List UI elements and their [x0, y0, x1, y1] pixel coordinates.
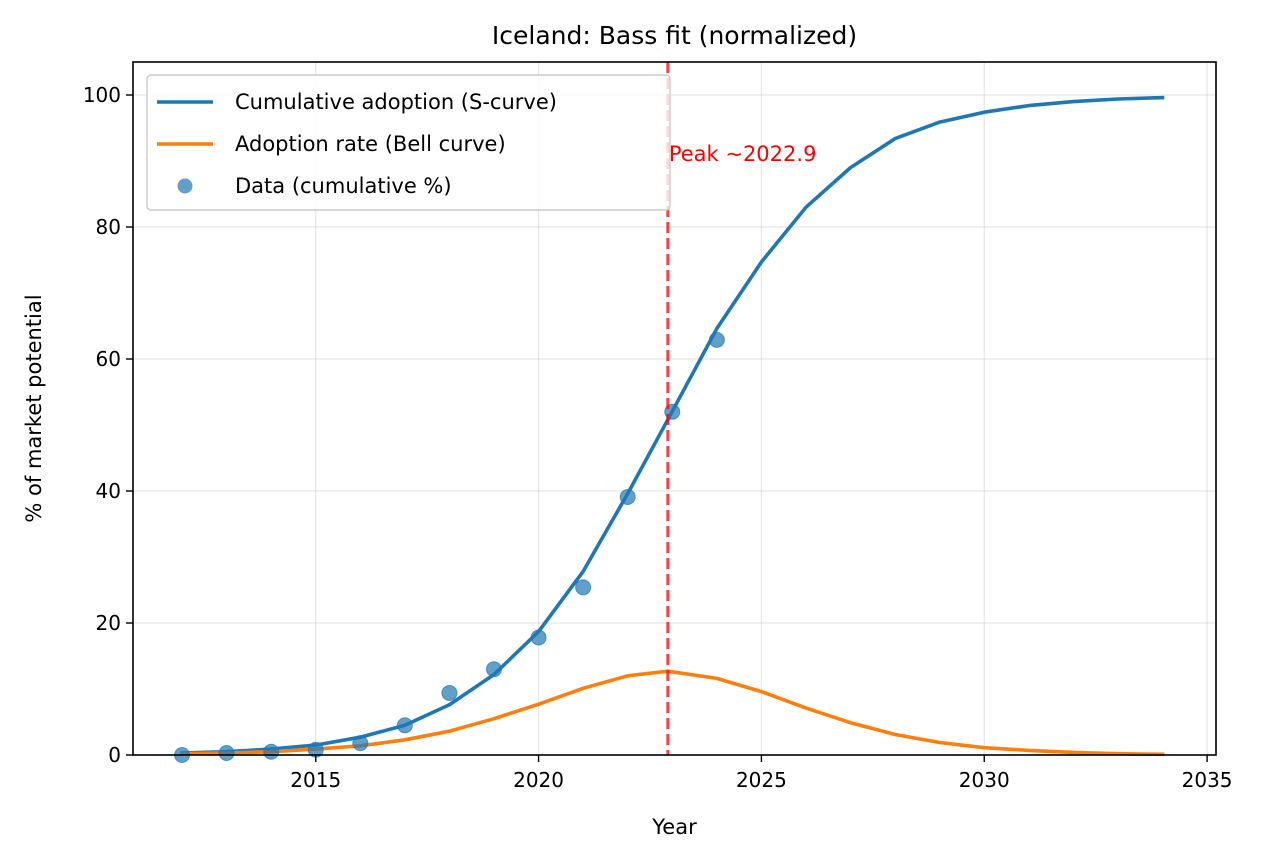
x-tick-label: 2025 — [736, 768, 787, 792]
data-point — [486, 661, 502, 678]
legend-label: Cumulative adoption (S-curve) — [235, 90, 557, 114]
y-axis-label: % of market potential — [22, 294, 46, 522]
data-point — [575, 579, 592, 596]
axis-ticks: 2015 2020 2025 2030 2035 0 20 40 60 80 100 — [83, 83, 1233, 792]
grid-lines — [133, 62, 1216, 756]
data-point — [218, 745, 235, 762]
y-tick-label: 0 — [108, 743, 121, 767]
legend-label: Data (cumulative %) — [235, 174, 452, 198]
x-axis-label: Year — [651, 815, 697, 839]
y-tick-label: 80 — [96, 215, 121, 239]
annotations: Peak ~2022.9 — [666, 62, 817, 755]
plot-frame — [132, 61, 1217, 756]
legend-label: Adoption rate (Bell curve) — [235, 132, 506, 156]
x-tick-label: 2015 — [290, 768, 341, 792]
data-point — [619, 488, 636, 505]
y-tick-label: 100 — [83, 83, 121, 107]
x-tick-label: 2030 — [959, 768, 1010, 792]
peak-annotation: Peak ~2022.9 — [669, 142, 817, 166]
legend-box — [146, 74, 671, 211]
data-point — [352, 735, 369, 752]
x-tick-label: 2035 — [1182, 768, 1233, 792]
legend-marker-swatch — [177, 178, 193, 194]
y-tick-label: 60 — [96, 347, 121, 371]
data-point — [708, 331, 725, 348]
data-point — [530, 629, 547, 646]
legend: Cumulative adoption (S-curve) Adoption ra… — [146, 74, 671, 211]
y-tick-label: 20 — [96, 611, 121, 635]
data-point — [263, 743, 280, 760]
chart-title: Iceland: Bass fit (normalized) — [492, 21, 857, 50]
data-point — [441, 684, 458, 701]
data-point — [396, 717, 413, 734]
y-tick-label: 40 — [96, 479, 121, 503]
x-tick-label: 2020 — [513, 768, 564, 792]
